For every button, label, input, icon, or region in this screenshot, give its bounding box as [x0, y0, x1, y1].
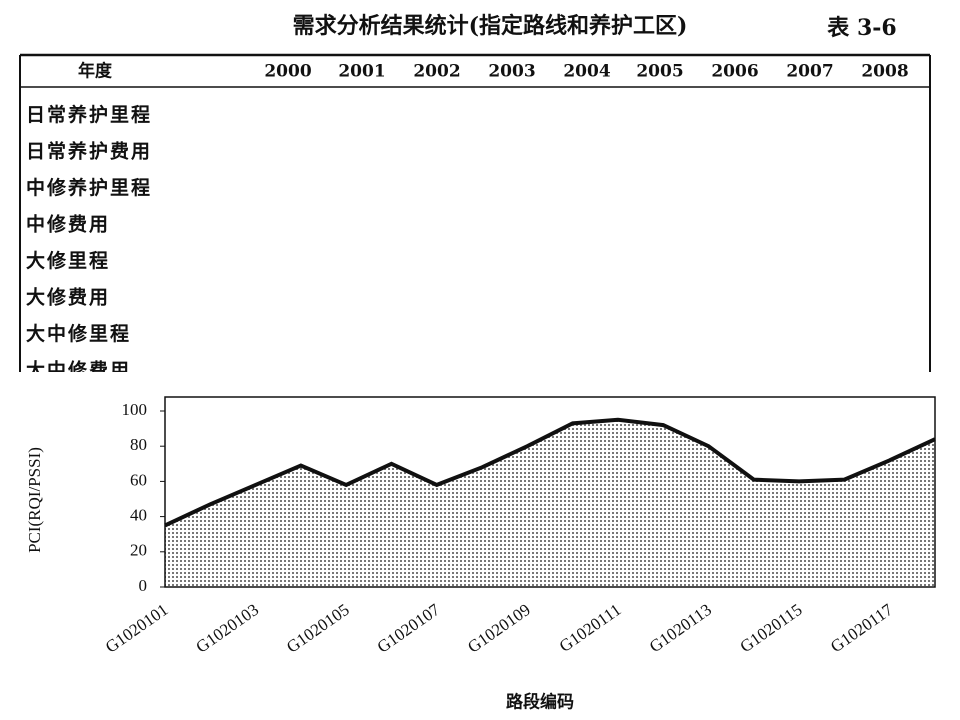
y-tick-label: 0 [139, 576, 148, 595]
table-label: 表 3-6 [827, 15, 896, 41]
x-tick-label: G1020115 [736, 600, 805, 656]
row-label: 中修费用 [26, 213, 110, 236]
y-tick-label: 20 [130, 541, 147, 560]
header-cell: 2007 [786, 62, 833, 82]
area [165, 419, 935, 587]
y-tick-label: 100 [122, 400, 148, 419]
y-tick-label: 40 [130, 506, 147, 525]
x-tick-label: G1020113 [646, 600, 715, 656]
x-tick-label: G1020109 [464, 600, 534, 657]
x-tick-label: G1020101 [102, 600, 172, 657]
plot-frame [164, 396, 936, 588]
header-cell: 2000 [264, 62, 311, 82]
y-tick-label: 80 [130, 435, 147, 454]
row-label: 日常养护里程 [26, 103, 152, 126]
row-label: 日常养护费用 [26, 140, 152, 163]
y-tick-label: 60 [130, 470, 147, 489]
x-tick-label: G1020105 [283, 600, 353, 657]
header-cell: 2004 [563, 62, 610, 82]
x-tick-label: G1020111 [556, 600, 625, 656]
header-cell: 2005 [636, 62, 683, 82]
row-label: 大修费用 [26, 286, 110, 309]
table: 年度 2000 2001 2002 2003 2004 2005 2006 2007 2008 日常… [19, 53, 931, 382]
x-tick-label: G1020107 [374, 600, 444, 657]
header-cell: 2003 [488, 62, 535, 82]
line [164, 417, 936, 528]
header-cell: 年度 [78, 61, 113, 82]
chart: 0 20 40 60 80 100 G1020101 G1020103 G1020105 G102… [25, 396, 936, 713]
header-cell: 2008 [861, 62, 908, 82]
row-label: 中修养护里程 [26, 176, 152, 199]
y-axis-label: PCI(RQI/PSSI) [25, 447, 44, 553]
x-tick-label: G1020117 [827, 600, 897, 657]
row-label: 大修里程 [26, 249, 110, 272]
header-cell: 2002 [413, 62, 460, 82]
table-title: 需求分析结果统计(指定路线和养护工区) [293, 13, 688, 39]
x-tick-label: G1020103 [192, 600, 262, 657]
row-label: 大中修里程 [26, 322, 131, 345]
header-cell: 2006 [711, 62, 758, 82]
x-axis-label: 路段编码 [506, 692, 574, 713]
row-label: 大中修费用 [26, 359, 131, 382]
header-cell: 2001 [338, 62, 385, 82]
